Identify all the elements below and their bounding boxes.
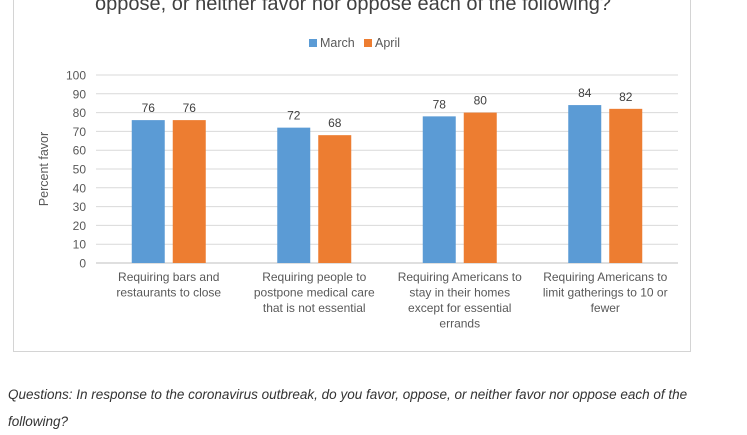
y-tick-label: 80 — [73, 106, 87, 120]
legend-swatch-april — [364, 39, 372, 47]
bar-march — [131, 120, 165, 264]
y-tick-label: 60 — [73, 144, 87, 158]
y-tick-label: 90 — [73, 87, 87, 101]
y-tick-label: 40 — [73, 181, 87, 195]
x-category-label: that is not essential — [263, 301, 366, 315]
x-category-label: restaurants to close — [116, 286, 221, 300]
y-tick-label: 100 — [66, 69, 86, 83]
x-category-label: Requiring bars and — [118, 270, 219, 284]
bar-april — [609, 108, 643, 263]
y-tick-label: 30 — [73, 200, 87, 214]
legend-label-march: March — [320, 36, 355, 50]
data-label: 78 — [433, 97, 447, 111]
bar-april — [463, 112, 497, 263]
x-category-label: Requiring Americans to — [398, 270, 522, 284]
y-tick-label: 20 — [73, 219, 87, 233]
data-label: 82 — [619, 90, 633, 104]
bar-april — [172, 120, 206, 264]
bar-april — [318, 135, 352, 263]
x-category-label: postpone medical care — [254, 286, 375, 300]
y-tick-label: 10 — [73, 238, 87, 252]
y-tick-label: 0 — [79, 257, 86, 271]
data-label: 80 — [474, 94, 488, 108]
x-category-label: fewer — [591, 301, 620, 315]
bar-march — [568, 105, 602, 263]
x-category-label: limit gatherings to 10 or — [543, 286, 668, 300]
data-label: 68 — [328, 116, 342, 130]
bar-march — [277, 127, 311, 263]
y-tick-label: 70 — [73, 125, 87, 139]
x-category-label: errands — [439, 317, 480, 331]
data-label: 72 — [287, 109, 301, 123]
legend-swatch-march — [309, 39, 317, 47]
legend-label-april: April — [375, 36, 400, 50]
x-category-label: except for essential — [408, 301, 511, 315]
bar-chart: 0 10 20 30 40 50 60 70 80 90 100 Percent favor March… — [37, 36, 678, 331]
y-tick-label: 50 — [73, 163, 87, 177]
x-category-label: stay in their homes — [409, 286, 510, 300]
chart-caption: Questions: In response to the coronaviru… — [8, 387, 688, 429]
y-axis-label: Percent favor — [37, 132, 51, 206]
chart-title: oppose, or neither favor nor oppose each… — [95, 0, 611, 15]
chart-frame: oppose, or neither favor nor oppose each… — [13, 0, 691, 352]
data-label: 76 — [183, 101, 197, 115]
data-label: 84 — [578, 86, 592, 100]
bar-march — [422, 116, 456, 263]
data-label: 76 — [142, 101, 156, 115]
x-category-label: Requiring Americans to — [543, 270, 667, 284]
x-category-label: Requiring people to — [262, 270, 366, 284]
